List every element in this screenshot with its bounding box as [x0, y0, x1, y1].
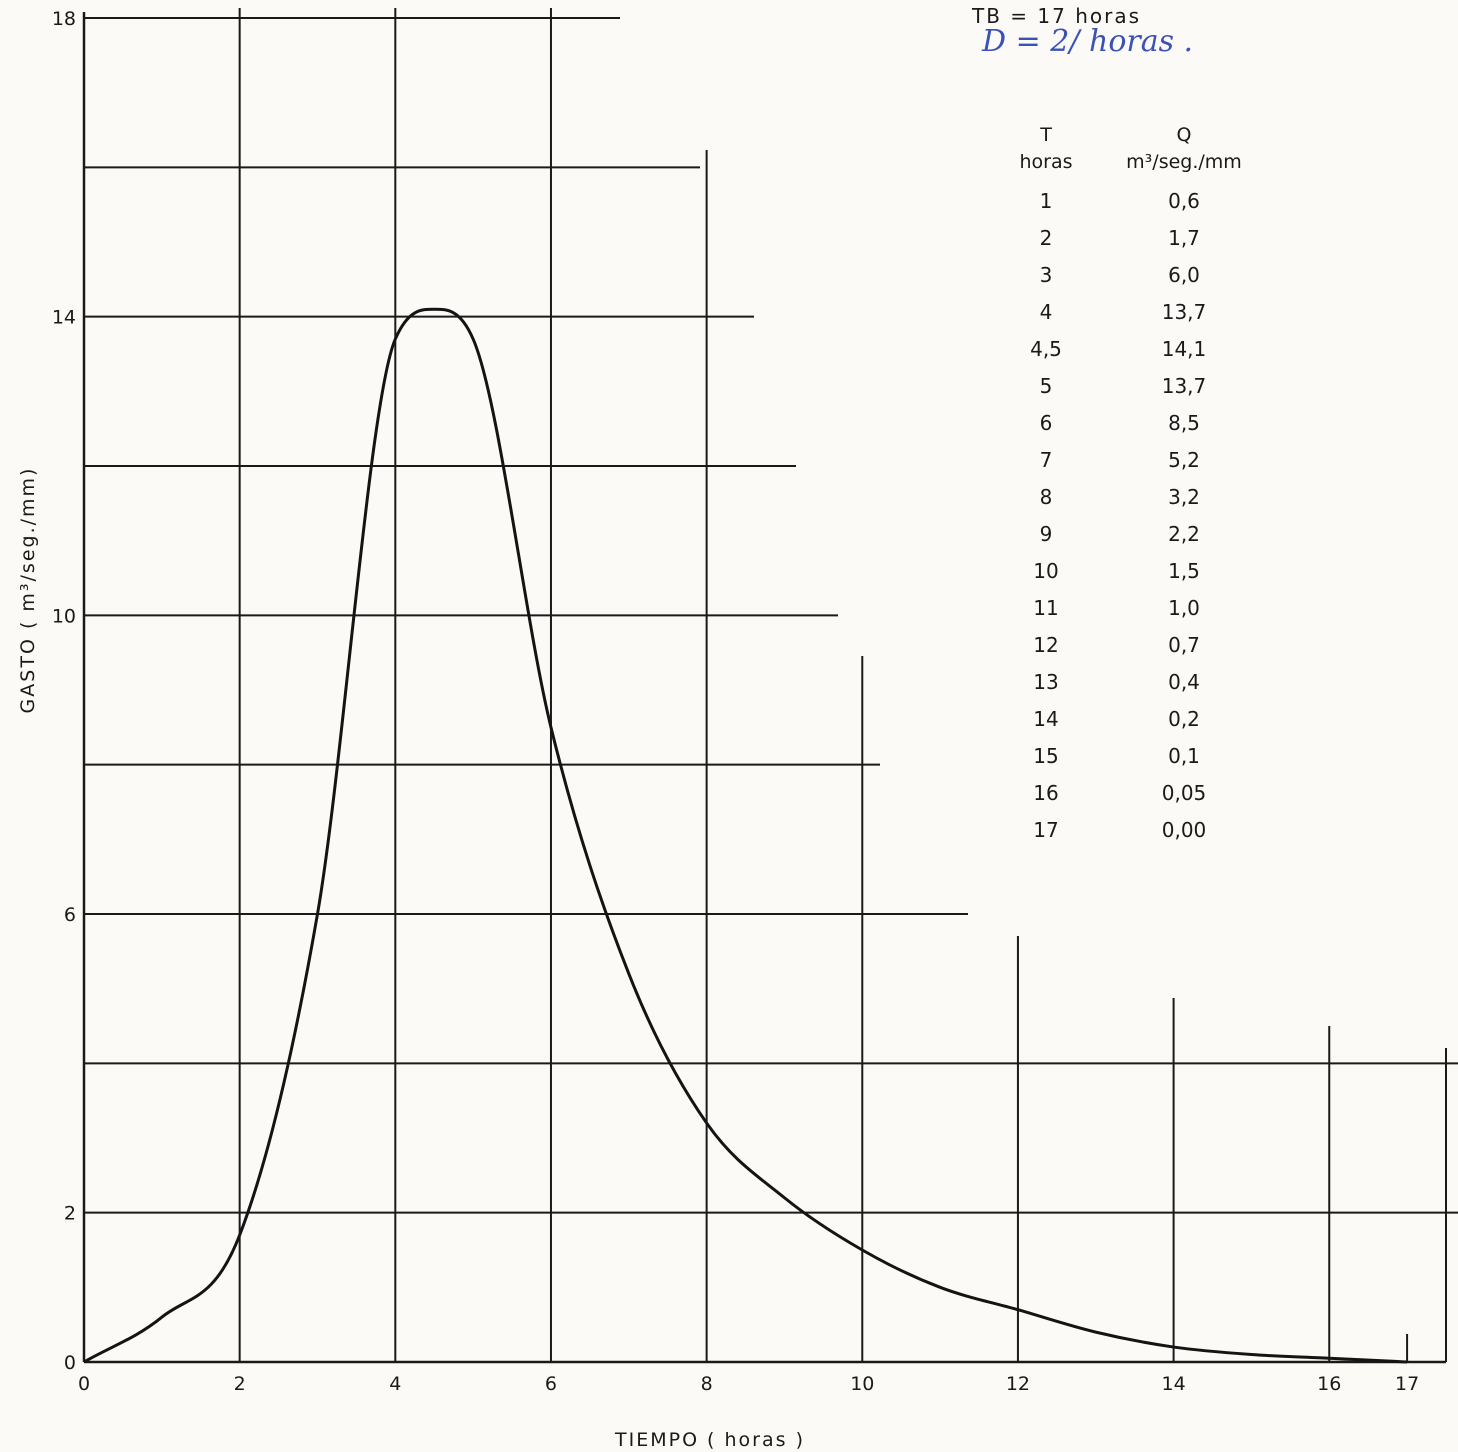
y-tick-label: 18 — [52, 8, 76, 30]
flow-cell: 8,5 — [1168, 410, 1200, 435]
flow-cell: 0,2 — [1168, 706, 1200, 731]
x-tick-label: 12 — [1006, 1373, 1030, 1395]
table-body: 1 0,6 2 1,7 3 6,0 4 13,7 4,5 14,1 5 13,7 6 8,5 7 5,2 8 3,… — [998, 182, 1274, 848]
time-cell: 11 — [1033, 595, 1059, 620]
time-cell: 10 — [1033, 558, 1059, 583]
table-row: 7 5,2 — [998, 441, 1274, 478]
table-row: 4 13,7 — [998, 293, 1274, 330]
col-time-header: T — [1040, 124, 1052, 146]
table-row: 4,5 14,1 — [998, 330, 1274, 367]
x-tick-label: 6 — [545, 1373, 557, 1395]
x-tick-label: 10 — [850, 1373, 874, 1395]
flow-cell: 0,1 — [1168, 743, 1200, 768]
time-cell: 17 — [1033, 817, 1059, 842]
duration-note: D = 2/ horas . — [982, 24, 1194, 59]
time-cell: 8 — [1039, 484, 1053, 509]
y-axis-label: GASTO ( m³/seg./mm) — [17, 467, 39, 714]
table-row: 11 1,0 — [998, 589, 1274, 626]
flow-cell: 0,05 — [1161, 780, 1207, 805]
x-tick-label: 8 — [701, 1373, 713, 1395]
table-row: 10 1,5 — [998, 552, 1274, 589]
table-row: 3 6,0 — [998, 256, 1274, 293]
time-cell: 2 — [1039, 225, 1053, 250]
time-cell: 12 — [1033, 632, 1059, 657]
flow-cell: 3,2 — [1168, 484, 1200, 509]
flow-cell: 1,0 — [1168, 595, 1200, 620]
x-tick-label: 17 — [1395, 1373, 1419, 1395]
time-cell: 13 — [1033, 669, 1059, 694]
flow-cell: 5,2 — [1168, 447, 1200, 472]
table-row: 2 1,7 — [998, 219, 1274, 256]
x-axis-label: TIEMPO ( horas ) — [614, 1429, 805, 1451]
flow-cell: 0,6 — [1168, 188, 1200, 213]
table-row: 5 13,7 — [998, 367, 1274, 404]
time-cell: 6 — [1039, 410, 1053, 435]
table-row: 1 0,6 — [998, 182, 1274, 219]
x-tick-label: 0 — [78, 1373, 90, 1395]
flow-cell: 0,00 — [1161, 817, 1207, 842]
time-cell: 5 — [1039, 373, 1053, 398]
flow-cell: 14,1 — [1161, 336, 1207, 361]
table-row: 8 3,2 — [998, 478, 1274, 515]
x-tick-label: 16 — [1317, 1373, 1341, 1395]
chart-grid — [82, 8, 1458, 1364]
flow-cell: 2,2 — [1168, 521, 1200, 546]
values-table: T horas Q m³/seg./mm 1 0,6 2 1,7 3 6,0 4 13,7 4,… — [998, 122, 1274, 848]
table-row: 16 0,05 — [998, 774, 1274, 811]
x-tick-label: 2 — [234, 1373, 246, 1395]
y-tick-label: 14 — [52, 307, 76, 329]
table-header: T horas Q m³/seg./mm — [998, 122, 1274, 176]
time-cell: 7 — [1039, 447, 1053, 472]
time-cell: 1 — [1039, 188, 1053, 213]
flow-cell: 0,4 — [1168, 669, 1200, 694]
time-cell: 14 — [1033, 706, 1059, 731]
col-flow-unit: m³/seg./mm — [1126, 151, 1242, 173]
y-tick-label: 10 — [52, 605, 76, 627]
time-cell: 3 — [1039, 262, 1053, 287]
hydrograph-line — [83, 307, 1408, 1364]
time-cell: 16 — [1033, 780, 1059, 805]
y-tick-label: 2 — [64, 1203, 76, 1225]
table-row: 6 8,5 — [998, 404, 1274, 441]
flow-cell: 13,7 — [1161, 373, 1207, 398]
table-row: 14 0,2 — [998, 700, 1274, 737]
time-cell: 4 — [1039, 299, 1053, 324]
table-row: 13 0,4 — [998, 663, 1274, 700]
time-cell: 4,5 — [1030, 336, 1062, 361]
table-row: 17 0,00 — [998, 811, 1274, 848]
flow-cell: 1,7 — [1168, 225, 1200, 250]
time-cell: 9 — [1039, 521, 1053, 546]
flow-cell: 0,7 — [1168, 632, 1200, 657]
flow-cell: 6,0 — [1168, 262, 1200, 287]
flow-cell: 1,5 — [1168, 558, 1200, 583]
x-tick-label: 4 — [389, 1373, 401, 1395]
flow-cell: 13,7 — [1161, 299, 1207, 324]
table-row: 15 0,1 — [998, 737, 1274, 774]
table-row: 9 2,2 — [998, 515, 1274, 552]
col-time-unit: horas — [1019, 151, 1073, 173]
y-tick-label: 6 — [64, 904, 76, 926]
time-cell: 15 — [1033, 743, 1059, 768]
x-tick-label: 14 — [1162, 1373, 1186, 1395]
col-flow-header: Q — [1176, 124, 1192, 146]
table-row: 12 0,7 — [998, 626, 1274, 663]
y-tick-label: 0 — [64, 1352, 76, 1374]
base-time-note: TB = 17 horas — [972, 4, 1142, 28]
